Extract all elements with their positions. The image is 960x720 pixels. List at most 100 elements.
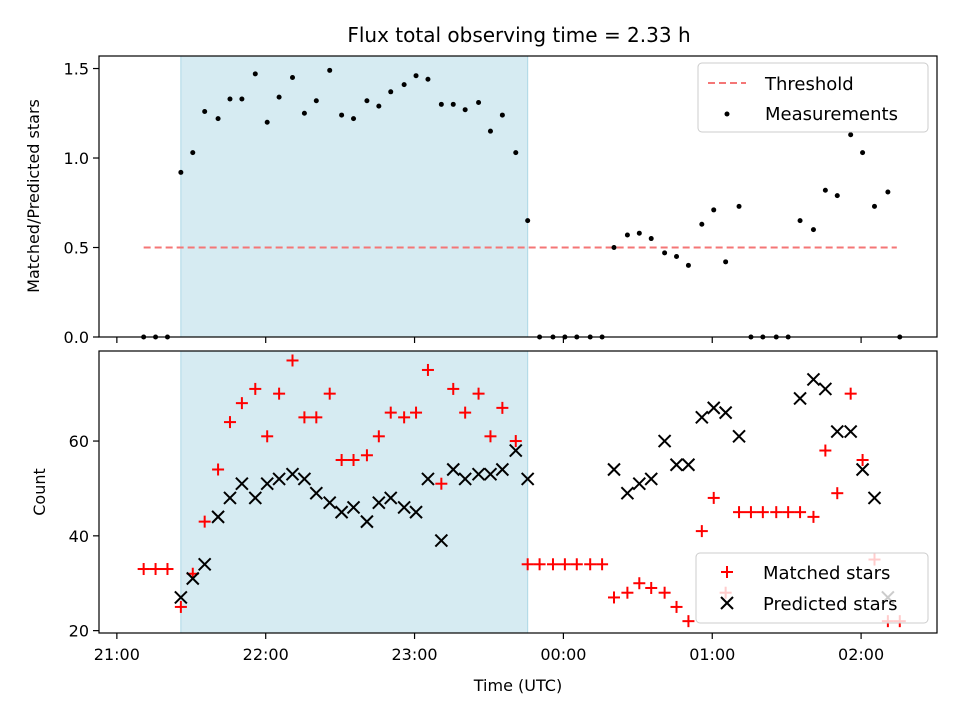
bottom-y-axis-label: Count	[30, 468, 49, 516]
bottom-y-tick-label-1: 40	[69, 527, 89, 546]
measurement-point-57	[848, 132, 854, 138]
x-tick-label-3: 00:00	[540, 645, 586, 664]
matched-point-37	[596, 558, 609, 571]
measurement-point-20	[388, 89, 394, 95]
measurement-point-27	[476, 100, 482, 106]
matched-point-12	[286, 354, 299, 367]
bottom-panel: 20 40 60 21:00 22:00 23:00 00:00 01:00 02:00	[69, 350, 938, 664]
predicted-point-15	[360, 514, 374, 529]
matched-point-21	[398, 411, 411, 424]
legend-matched-label: Matched stars	[763, 563, 890, 584]
predicted-point-24	[471, 467, 486, 481]
matched-point-40	[633, 577, 646, 590]
measurement-point-16	[339, 112, 345, 118]
measurement-point-41	[648, 236, 654, 242]
measurement-point-14	[313, 98, 319, 104]
predicted-point-31	[632, 476, 647, 491]
bottom-axes-frame	[98, 350, 938, 634]
predicted-point-29	[607, 462, 621, 477]
x-tick-label-1: 22:00	[243, 645, 289, 664]
measurement-point-60	[885, 189, 891, 195]
measurement-point-31	[525, 218, 531, 224]
matched-point-32	[533, 558, 546, 571]
top-legend: Threshold Measurements	[697, 62, 929, 133]
measurement-point-15	[327, 67, 333, 73]
x-tick-label-5: 02:00	[838, 645, 884, 664]
predicted-point-23	[458, 472, 472, 486]
x-tick-label-0: 21:00	[94, 645, 140, 664]
predicted-point-20	[421, 472, 435, 486]
measurement-point-3	[178, 169, 184, 175]
measurement-point-58	[860, 150, 866, 156]
matched-point-31	[521, 558, 534, 571]
top-axes-frame	[98, 55, 938, 338]
measurement-point-29	[499, 112, 505, 118]
measurement-point-9	[252, 71, 258, 77]
top-legend-box	[697, 62, 929, 133]
measurement-point-42	[662, 250, 668, 256]
bottom-shaded-region	[180, 350, 529, 634]
matched-point-52	[782, 506, 795, 519]
matched-point-15	[323, 387, 336, 400]
matched-point-57	[844, 387, 857, 400]
predicted-point-38	[718, 405, 733, 420]
matched-point-10	[261, 430, 274, 443]
predicted-point-37	[707, 401, 721, 415]
matched-point-8	[235, 397, 248, 410]
measurement-point-7	[227, 96, 233, 102]
measurement-point-23	[425, 76, 431, 82]
bottom-y-tick-label-0: 20	[69, 622, 89, 641]
predicted-point-30	[620, 486, 635, 500]
matched-point-5	[198, 515, 211, 528]
matched-point-46	[707, 491, 720, 504]
matched-point-3	[174, 600, 187, 613]
matched-point-49	[744, 506, 757, 519]
measurement-point-55	[822, 187, 828, 193]
predicted-point-8	[272, 472, 286, 486]
predicted-point-32	[644, 472, 658, 486]
predicted-point-34	[669, 458, 684, 472]
measurement-point-40	[636, 230, 642, 236]
chart-title: Flux total observing time = 2.33 h	[347, 23, 690, 47]
predicted-point-14	[346, 500, 361, 515]
matched-point-24	[435, 477, 448, 490]
x-tick-label-4: 01:00	[689, 645, 735, 664]
matched-point-17	[347, 454, 360, 467]
predicted-point-35	[681, 458, 696, 472]
x-tick-label-2: 23:00	[391, 645, 437, 664]
predicted-point-26	[495, 462, 510, 477]
matched-point-41	[645, 581, 658, 594]
x-axis-label: Time (UTC)	[473, 676, 562, 695]
measurement-point-53	[797, 218, 803, 224]
matched-point-48	[733, 506, 746, 519]
predicted-point-44	[843, 424, 858, 439]
legend-predicted-label: Predicted stars	[763, 594, 897, 615]
predicted-point-36	[695, 410, 709, 425]
measurement-point-54	[810, 227, 816, 233]
predicted-point-16	[372, 495, 386, 510]
measurement-point-17	[351, 116, 357, 122]
measurement-point-39	[624, 232, 630, 238]
matched-point-11	[273, 387, 286, 400]
bottom-y-tick-label-2: 60	[69, 432, 89, 451]
matched-point-6	[212, 463, 225, 476]
measurement-point-18	[364, 98, 370, 104]
predicted-point-2	[197, 557, 212, 571]
top-y-tick-label-0: 0.0	[64, 328, 89, 347]
matched-point-44	[682, 615, 695, 628]
matched-point-54	[807, 510, 820, 523]
predicted-point-22	[446, 462, 460, 477]
measurement-point-38	[611, 245, 617, 251]
top-panel: 0.0 0.5 1.0 1.5	[64, 55, 938, 347]
predicted-point-7	[260, 476, 274, 491]
predicted-point-18	[397, 500, 411, 515]
matched-point-2	[161, 563, 174, 576]
top-y-axis-label: Matched/Predicted stars	[24, 99, 43, 293]
measurement-point-6	[215, 116, 221, 122]
predicted-point-41	[806, 372, 821, 387]
predicted-point-12	[323, 495, 337, 510]
matched-point-14	[310, 411, 323, 424]
matched-point-16	[335, 454, 348, 467]
matched-point-27	[472, 387, 485, 400]
